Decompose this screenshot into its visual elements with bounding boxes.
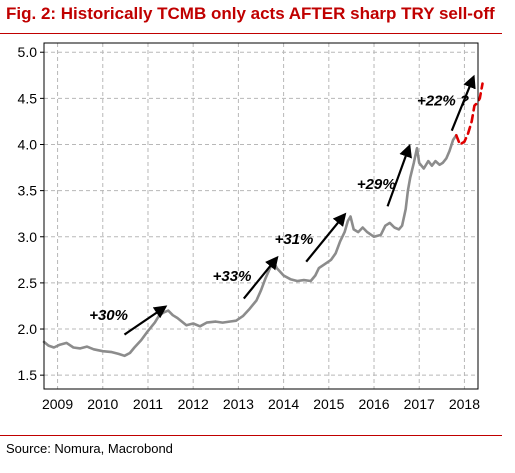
- annotation-label: +30%: [89, 307, 128, 324]
- annotation-arrow: [123, 305, 168, 336]
- source-rule: [0, 435, 502, 436]
- plot-frame: [43, 42, 479, 390]
- x-tick-label: 2014: [268, 396, 299, 412]
- y-tick-label: 1.5: [18, 367, 38, 383]
- x-tick-label: 2009: [42, 396, 73, 412]
- y-tick-label: 4.0: [18, 136, 38, 152]
- y-tick-label: 3.5: [18, 183, 38, 199]
- y-tick-label: 5.0: [18, 44, 38, 60]
- annotation-arrow: [242, 255, 279, 300]
- y-tick-label: 3.0: [18, 229, 38, 245]
- y-tick-label: 2.5: [18, 275, 38, 291]
- source-note: Source: Nomura, Macrobond: [6, 441, 173, 456]
- x-tick-label: 2012: [178, 396, 209, 412]
- title-rule: [0, 33, 502, 34]
- x-tick-label: 2018: [449, 396, 480, 412]
- x-tick-label: 2017: [404, 396, 435, 412]
- annotation-arrow: [386, 143, 412, 207]
- annotation-label: +22% ?: [417, 93, 469, 110]
- annotation-label: +31%: [275, 231, 314, 248]
- annotation-arrow: [450, 74, 476, 132]
- chart-title: Fig. 2: Historically TCMB only acts AFTE…: [6, 4, 495, 23]
- annotation-label: +29%: [357, 176, 396, 193]
- x-tick-label: 2010: [87, 396, 118, 412]
- y-tick-label: 2.0: [18, 321, 38, 337]
- x-tick-label: 2015: [313, 396, 344, 412]
- x-tick-label: 2011: [133, 396, 163, 412]
- y-tick-label: 4.5: [18, 90, 38, 106]
- usdtry-series-line: [42, 134, 458, 358]
- annotation-label: +33%: [213, 268, 252, 285]
- annotation-arrow: [305, 212, 347, 263]
- x-tick-label: 2016: [358, 396, 389, 412]
- forecast-series-line: [455, 82, 484, 146]
- x-tick-label: 2013: [223, 396, 254, 412]
